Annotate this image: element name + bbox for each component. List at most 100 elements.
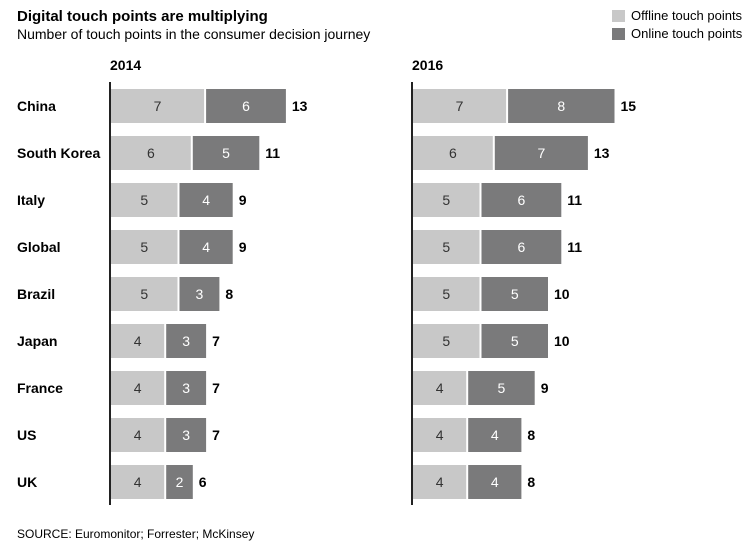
value-online-2016-italy: 6: [518, 192, 526, 208]
value-offline-2014-brazil: 5: [140, 286, 148, 302]
value-online-2016-china: 8: [557, 98, 565, 114]
value-online-2016-uk: 4: [491, 474, 499, 490]
bar-offline-2016-china: [413, 89, 507, 123]
value-total-2016-uk: 8: [527, 474, 535, 490]
bar-online-2016-us: [468, 418, 522, 452]
value-offline-2016-south-korea: 6: [449, 145, 457, 161]
value-total-2014-brazil: 8: [225, 286, 233, 302]
value-total-2014-china: 13: [292, 98, 308, 114]
value-total-2016-global: 11: [567, 239, 582, 255]
value-online-2016-japan: 5: [511, 333, 519, 349]
bar-offline-2014-south-korea: [111, 136, 191, 170]
country-label-japan: Japan: [17, 333, 57, 349]
value-online-2016-global: 6: [518, 239, 526, 255]
bar-offline-2014-italy: [111, 183, 178, 217]
value-offline-2014-south-korea: 6: [147, 145, 155, 161]
legend: Offline touch points Online touch points: [612, 8, 743, 41]
value-offline-2016-italy: 5: [442, 192, 450, 208]
value-total-2016-japan: 10: [554, 333, 570, 349]
bar-offline-2016-japan: [413, 324, 480, 358]
value-online-2014-italy: 4: [202, 192, 210, 208]
bar-online-2016-china: [508, 89, 615, 123]
value-total-2016-france: 9: [541, 380, 549, 396]
bar-online-2016-uk: [468, 465, 522, 499]
legend-swatch-online: [612, 28, 625, 40]
value-total-2016-brazil: 10: [554, 286, 570, 302]
value-offline-2016-japan: 5: [442, 333, 450, 349]
value-online-2014-us: 3: [182, 427, 190, 443]
bar-online-2016-south-korea: [494, 136, 588, 170]
value-total-2014-france: 7: [212, 380, 220, 396]
value-offline-2016-brazil: 5: [442, 286, 450, 302]
value-online-2016-south-korea: 7: [537, 145, 545, 161]
bar-online-2016-global: [481, 230, 562, 264]
value-offline-2014-global: 5: [140, 239, 148, 255]
bar-online-2014-france: [166, 371, 207, 405]
country-label-france: France: [17, 380, 63, 396]
value-offline-2014-france: 4: [134, 380, 142, 396]
legend-swatch-offline: [612, 10, 625, 22]
bar-offline-2016-us: [413, 418, 467, 452]
value-online-2016-brazil: 5: [511, 286, 519, 302]
value-online-2014-global: 4: [202, 239, 210, 255]
bar-offline-2016-brazil: [413, 277, 480, 311]
value-online-2016-us: 4: [491, 427, 499, 443]
country-label-italy: Italy: [17, 192, 45, 208]
bar-online-2016-italy: [481, 183, 562, 217]
value-total-2014-japan: 7: [212, 333, 220, 349]
value-offline-2016-global: 5: [442, 239, 450, 255]
value-offline-2014-italy: 5: [140, 192, 148, 208]
legend-label-offline: Offline touch points: [631, 8, 743, 23]
value-online-2016-france: 5: [498, 380, 506, 396]
bar-offline-2014-uk: [111, 465, 165, 499]
value-offline-2014-china: 7: [154, 98, 162, 114]
bar-offline-2016-uk: [413, 465, 467, 499]
value-offline-2016-france: 4: [436, 380, 444, 396]
chart-title: Digital touch points are multiplying: [17, 8, 268, 25]
bar-offline-2016-south-korea: [413, 136, 493, 170]
value-total-2016-us: 8: [527, 427, 535, 443]
bar-offline-2016-france: [413, 371, 467, 405]
country-label-brazil: Brazil: [17, 286, 55, 302]
value-online-2014-france: 3: [182, 380, 190, 396]
country-label-china: China: [17, 98, 56, 114]
value-total-2014-global: 9: [239, 239, 247, 255]
value-online-2014-china: 6: [242, 98, 250, 114]
year-label-2016: 2016: [412, 57, 443, 73]
bar-offline-2014-global: [111, 230, 178, 264]
country-label-us: US: [17, 427, 36, 443]
value-offline-2014-uk: 4: [134, 474, 142, 490]
bar-online-2014-japan: [166, 324, 207, 358]
bar-online-2016-brazil: [481, 277, 548, 311]
value-total-2016-south-korea: 13: [594, 145, 610, 161]
bar-online-2016-france: [468, 371, 535, 405]
bar-online-2014-us: [166, 418, 207, 452]
country-label-global: Global: [17, 239, 61, 255]
source-note: SOURCE: Euromonitor; Forrester; McKinsey: [17, 527, 254, 541]
bar-online-2014-global: [179, 230, 233, 264]
value-offline-2014-japan: 4: [134, 333, 142, 349]
value-total-2014-south-korea: 11: [265, 145, 280, 161]
value-offline-2014-us: 4: [134, 427, 142, 443]
bar-offline-2014-japan: [111, 324, 165, 358]
value-online-2014-japan: 3: [182, 333, 190, 349]
value-total-2014-italy: 9: [239, 192, 247, 208]
country-label-south-korea: South Korea: [17, 145, 100, 161]
bar-online-2014-brazil: [179, 277, 220, 311]
chart-subtitle: Number of touch points in the consumer d…: [17, 26, 370, 42]
value-offline-2016-china: 7: [456, 98, 464, 114]
value-total-2014-uk: 6: [199, 474, 207, 490]
plot-area: 2014 China 7 6 13 South Korea 6 5 11 Italy 5 4 9 Glob…: [17, 57, 636, 505]
legend-label-online: Online touch points: [631, 26, 743, 41]
bar-offline-2014-brazil: [111, 277, 178, 311]
value-online-2014-brazil: 3: [196, 286, 204, 302]
value-online-2014-south-korea: 5: [222, 145, 230, 161]
bar-offline-2014-france: [111, 371, 165, 405]
bar-online-2014-china: [206, 89, 286, 123]
bar-offline-2014-us: [111, 418, 165, 452]
bar-online-2014-south-korea: [192, 136, 260, 170]
value-offline-2016-us: 4: [436, 427, 444, 443]
bar-online-2014-uk: [166, 465, 193, 499]
bar-offline-2016-global: [413, 230, 480, 264]
